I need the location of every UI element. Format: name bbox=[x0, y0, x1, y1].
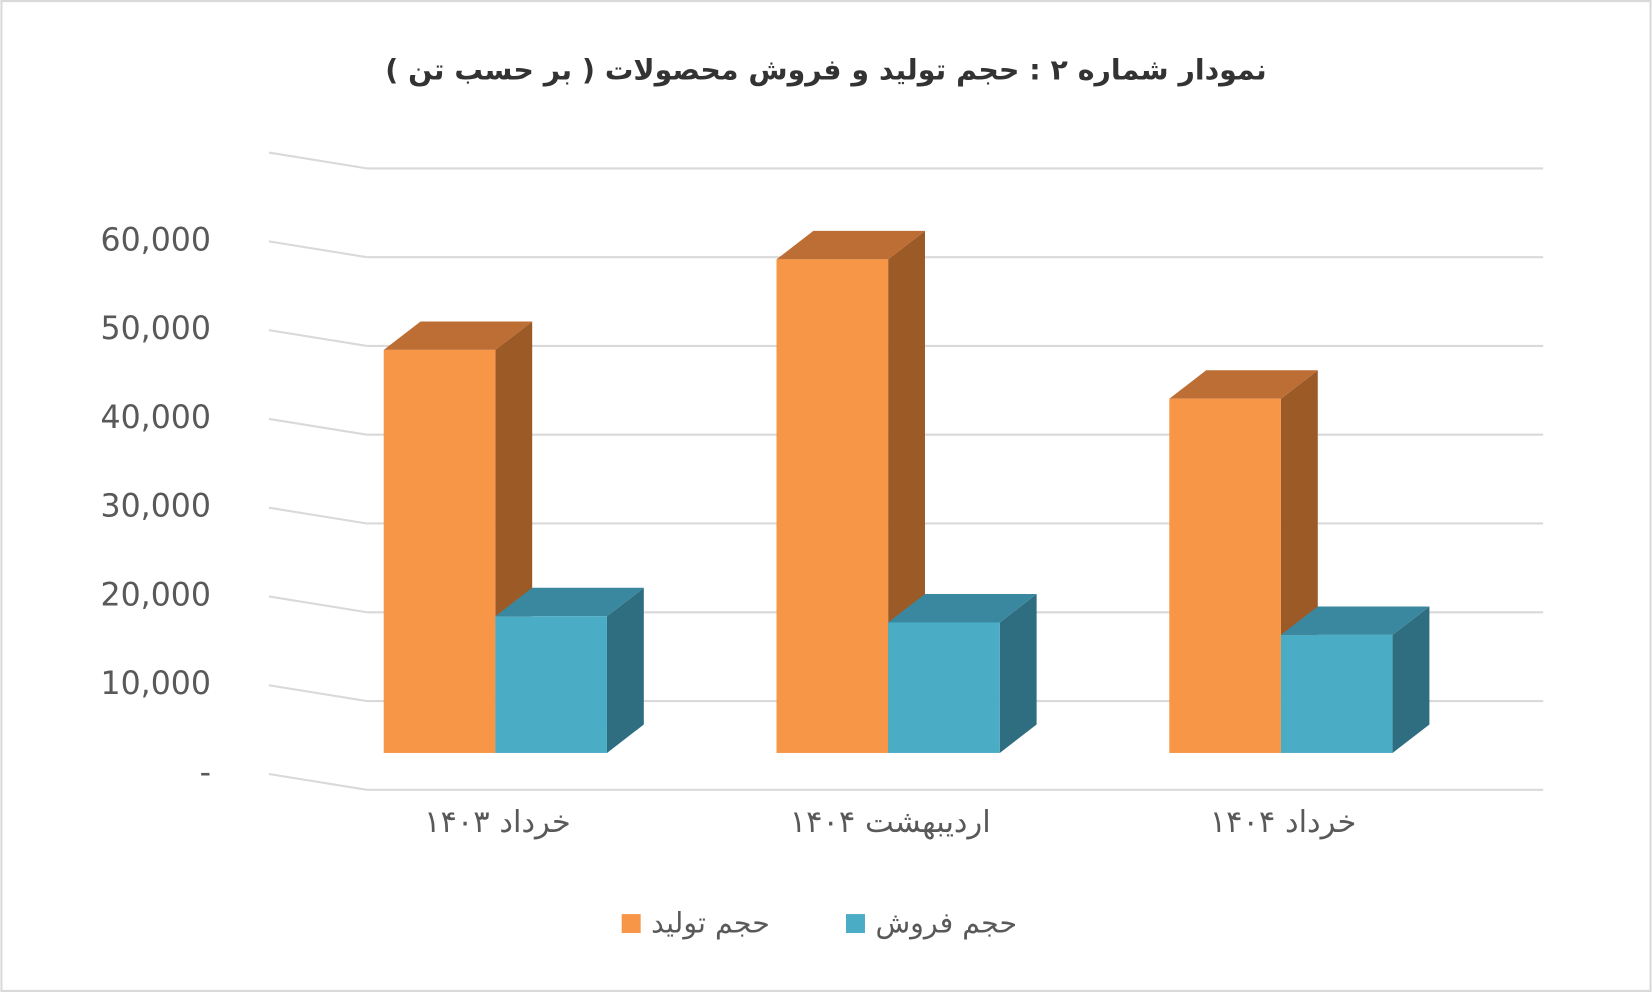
grid-line bbox=[268, 684, 368, 703]
bar bbox=[1280, 634, 1393, 753]
legend-swatch bbox=[846, 914, 865, 934]
grid-line bbox=[268, 240, 368, 259]
bar bbox=[776, 259, 889, 753]
bar-side bbox=[999, 594, 1037, 753]
grid-line bbox=[268, 417, 368, 436]
bar-top bbox=[495, 587, 644, 617]
legend-label: حجم فروش bbox=[875, 907, 1017, 940]
bar-top bbox=[1169, 370, 1318, 399]
grid-line bbox=[268, 772, 368, 791]
legend-swatch bbox=[621, 914, 641, 934]
plot-area: - 10,000 20,000 30,000 40,000 50,000 60,000 خرد… bbox=[101, 151, 1544, 940]
grid-line bbox=[268, 151, 368, 170]
x-tick-label: اردیبهشت ۱۴۰۴ bbox=[790, 805, 991, 840]
bar-top bbox=[888, 594, 1037, 623]
y-tick-label: 40,000 bbox=[101, 400, 212, 436]
bar bbox=[383, 349, 496, 753]
grid-line bbox=[268, 595, 368, 614]
bar-top bbox=[1280, 606, 1430, 635]
grid-line bbox=[268, 506, 368, 525]
chart-title: نمودار شماره ۲ : حجم تولید و فروش محصولا… bbox=[385, 54, 1266, 87]
bar bbox=[495, 616, 607, 753]
y-tick-label: - bbox=[200, 755, 211, 791]
bar bbox=[888, 622, 1000, 753]
bar-side bbox=[606, 587, 644, 753]
y-tick-label: 60,000 bbox=[101, 222, 212, 258]
y-tick-label: 50,000 bbox=[101, 311, 212, 347]
bar bbox=[1169, 398, 1281, 753]
bar-side bbox=[1392, 606, 1430, 753]
x-tick-label: خرداد ۱۴۰۳ bbox=[424, 805, 571, 840]
legend-label: حجم تولید bbox=[651, 907, 770, 940]
y-tick-label: 30,000 bbox=[101, 489, 212, 525]
x-tick-label: خرداد ۱۴۰۴ bbox=[1210, 805, 1357, 840]
bar-top bbox=[776, 230, 925, 260]
y-tick-label: 20,000 bbox=[101, 577, 212, 613]
y-tick-label: 10,000 bbox=[101, 666, 212, 702]
bar-top bbox=[383, 321, 533, 350]
grid-line bbox=[268, 329, 368, 347]
